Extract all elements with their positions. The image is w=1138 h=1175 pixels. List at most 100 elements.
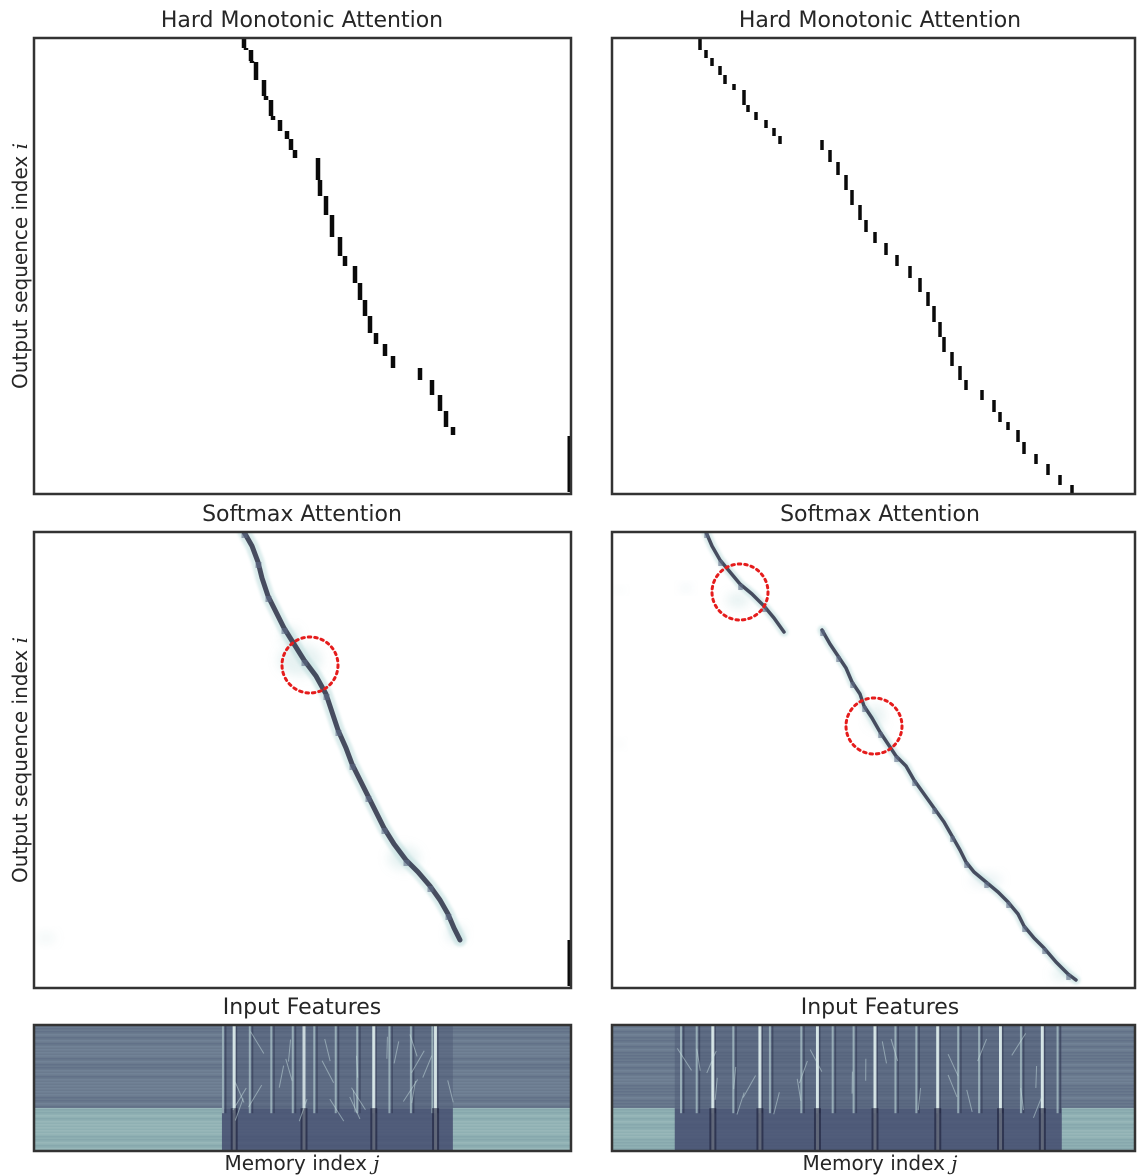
feature-bright-line: [999, 1025, 1003, 1151]
attention-cell: [746, 105, 750, 112]
feature-texture: [393, 1041, 400, 1064]
feature-onset-line: [732, 1025, 735, 1114]
feature-onset-shadow: [855, 1025, 858, 1114]
attention-cell: [1022, 926, 1027, 932]
attention-cell: [241, 38, 247, 48]
attention-marks: [615, 532, 1081, 985]
feature-onset-shadow: [939, 1025, 941, 1114]
attention-cell: [912, 780, 917, 786]
feature-onset-line: [957, 1025, 960, 1114]
feature-onset-shadow: [834, 1025, 837, 1114]
attention-cell: [349, 764, 356, 770]
attention-cell: [878, 732, 883, 738]
panel-title: Input Features: [801, 995, 960, 1020]
attention-cell: [249, 61, 255, 63]
feature-texture: [977, 1038, 988, 1062]
feature-onset-line: [1019, 1025, 1022, 1114]
attention-cell: [950, 836, 955, 842]
attention-cell: [277, 120, 283, 131]
diffuse-attention-blob: [616, 740, 624, 748]
attention-cell: [390, 356, 396, 368]
attention-cell: [704, 50, 708, 58]
feature-dark-spot: [370, 1108, 378, 1151]
panel-title: Softmax Attention: [780, 502, 980, 527]
attention-cell: [427, 886, 434, 892]
attention-cell: [850, 190, 854, 205]
diffuse-attention-blob: [615, 587, 625, 593]
attention-marks: [698, 38, 1074, 493]
feature-texture: [676, 1048, 692, 1071]
attention-cell: [873, 232, 877, 243]
attention-cell: [723, 75, 727, 84]
attention-cell: [895, 255, 899, 266]
attention-cell: [445, 914, 452, 920]
attention-cell: [261, 80, 267, 96]
plot-frame: [32, 1023, 573, 1153]
feature-dark-spot: [300, 1108, 308, 1151]
feature-texture: [796, 1078, 802, 1101]
attention-cell: [884, 243, 888, 255]
attention-cell: [382, 344, 388, 356]
feature-texture: [947, 1053, 959, 1077]
feature-onset-shadow: [682, 1025, 685, 1114]
feature-texture: [881, 1041, 887, 1064]
diffuse-attention-blob: [726, 592, 750, 608]
feature-onset-line: [334, 1025, 337, 1114]
attention-cell: [704, 532, 709, 538]
panel-features-right: Input Features Memory index j: [610, 995, 1137, 1175]
feature-bright-line: [873, 1025, 877, 1151]
attention-cell: [850, 682, 855, 688]
attention-cell: [263, 96, 269, 100]
feature-dark-spot: [934, 1108, 942, 1151]
attention-cell: [844, 175, 848, 190]
attention-cell: [337, 237, 343, 256]
feature-texture: [285, 1058, 293, 1082]
feature-onset-shadow: [337, 1025, 340, 1114]
attention-cell: [1042, 948, 1047, 954]
attention-cell: [253, 78, 259, 80]
feature-bright-line: [372, 1025, 376, 1151]
plot-frame: [32, 36, 573, 496]
attention-cell: [450, 427, 456, 435]
feature-texture: [947, 1074, 958, 1098]
attention-cell: [429, 380, 435, 395]
attention-cell: [437, 395, 443, 411]
attention-cell: [938, 322, 942, 337]
highlight-circle: [710, 562, 770, 622]
attention-cell: [270, 116, 276, 120]
feature-onset-line: [313, 1025, 316, 1114]
feature-texture: [386, 1036, 388, 1059]
feature-texture: [714, 1077, 718, 1100]
feature-dark-spot: [997, 1108, 1005, 1151]
attention-cell: [964, 380, 968, 390]
attention-cell: [864, 220, 868, 232]
feature-bright-line: [711, 1025, 715, 1151]
diffuse-attention-blob: [36, 932, 56, 944]
attention-cell: [984, 882, 989, 888]
feature-onset-shadow: [897, 1025, 899, 1114]
feature-onset-shadow: [251, 1025, 254, 1114]
attention-cell: [908, 266, 912, 278]
feature-texture: [232, 1087, 247, 1111]
feature-onset-line: [409, 1025, 412, 1114]
panel-soft-left: Softmax Attention Output sequence index …: [8, 502, 573, 990]
feature-texture: [409, 1034, 418, 1057]
feature-texture: [411, 1080, 416, 1104]
y-axis-label: Output sequence index i: [8, 143, 32, 389]
plot-frame: [610, 530, 1137, 990]
attention-cell: [317, 180, 323, 196]
feature-texture: [809, 1049, 823, 1072]
feature-texture: [234, 1098, 244, 1121]
attention-cell: [710, 58, 714, 66]
attention-cell: [248, 50, 254, 61]
feature-bright-line: [936, 1025, 940, 1151]
plot-frame: [32, 530, 573, 990]
feature-onset-shadow: [818, 1025, 821, 1114]
feature-texture: [1032, 1095, 1043, 1119]
attention-cell: [964, 862, 969, 868]
feature-onset-line: [270, 1025, 273, 1114]
feature-onset-line: [800, 1025, 803, 1114]
attention-cell: [1070, 485, 1074, 493]
feature-texture: [736, 1092, 745, 1115]
